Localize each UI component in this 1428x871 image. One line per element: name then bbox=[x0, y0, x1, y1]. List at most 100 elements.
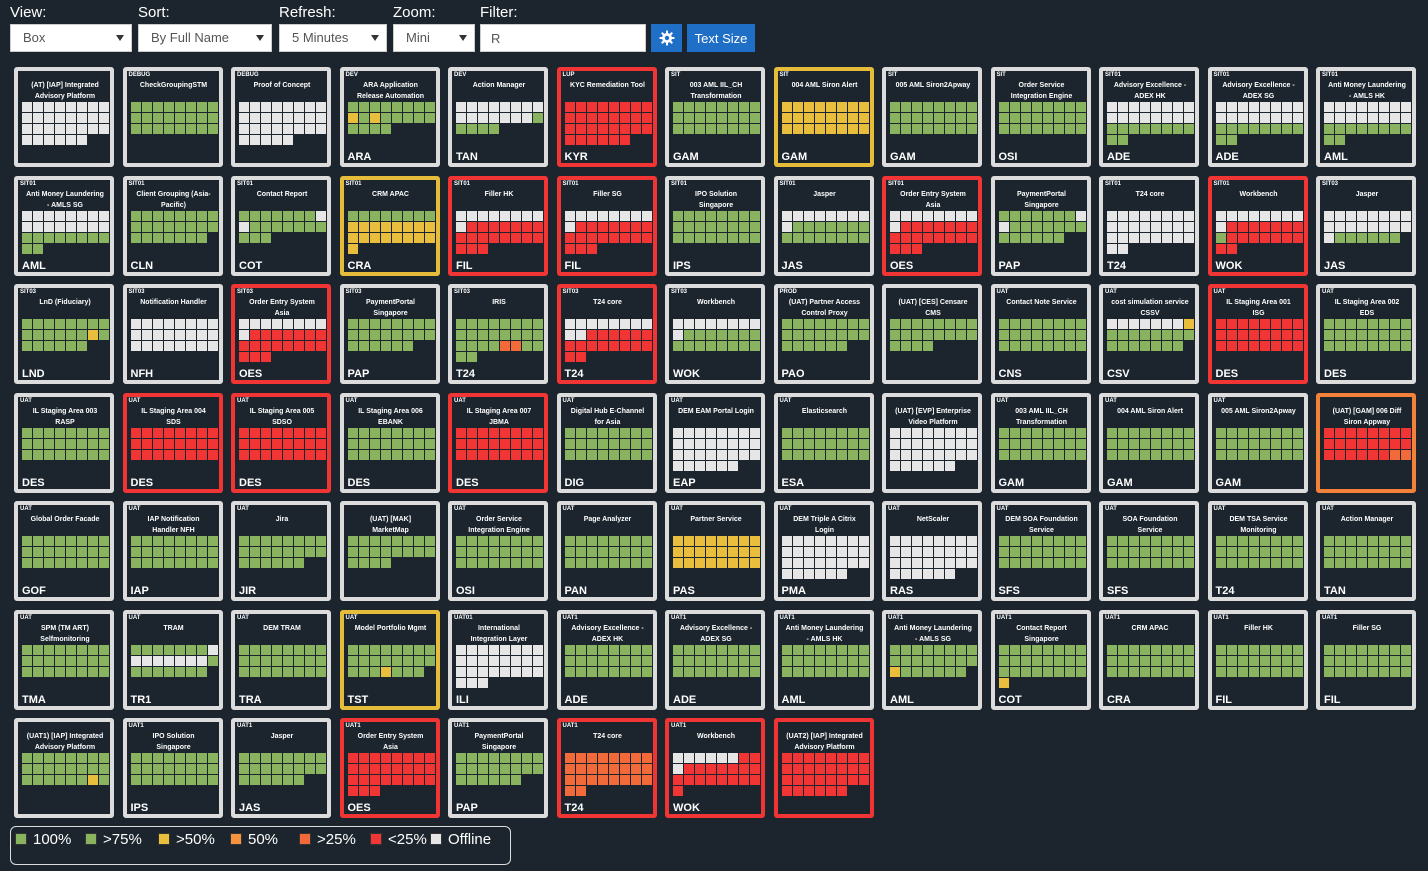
status-cell[interactable] bbox=[163, 113, 174, 123]
status-cell[interactable] bbox=[467, 764, 477, 774]
status-cell[interactable] bbox=[608, 644, 619, 655]
status-cell[interactable] bbox=[174, 547, 185, 557]
status-cell[interactable] bbox=[88, 764, 98, 774]
status-cell[interactable] bbox=[967, 558, 977, 568]
status-cell[interactable] bbox=[77, 753, 87, 763]
status-cell[interactable] bbox=[380, 319, 391, 329]
status-cell[interactable] bbox=[283, 221, 293, 232]
status-cell[interactable] bbox=[1053, 319, 1064, 329]
status-cell[interactable] bbox=[294, 666, 304, 677]
status-cell[interactable] bbox=[358, 666, 369, 677]
status-cell[interactable] bbox=[695, 427, 705, 438]
status-cell[interactable] bbox=[608, 330, 619, 340]
status-cell[interactable] bbox=[998, 677, 1009, 688]
status-cell[interactable] bbox=[402, 775, 413, 785]
status-cell[interactable] bbox=[1259, 655, 1270, 666]
status-cell[interactable] bbox=[207, 558, 218, 568]
status-cell[interactable] bbox=[1357, 210, 1367, 221]
status-cell[interactable] bbox=[619, 102, 630, 112]
status-cell[interactable] bbox=[272, 341, 282, 351]
status-cell[interactable] bbox=[858, 427, 869, 438]
status-cell[interactable] bbox=[99, 438, 109, 449]
status-cell[interactable] bbox=[55, 558, 65, 568]
status-cell[interactable] bbox=[1292, 113, 1303, 123]
status-cell[interactable] bbox=[522, 753, 532, 763]
status-cell[interactable] bbox=[717, 319, 727, 329]
status-cell[interactable] bbox=[1151, 547, 1161, 557]
status-cell[interactable] bbox=[196, 438, 207, 449]
status-cell[interactable] bbox=[22, 124, 32, 134]
status-cell[interactable] bbox=[608, 341, 619, 351]
status-cell[interactable] bbox=[781, 113, 792, 123]
status-cell[interactable] bbox=[358, 232, 369, 243]
status-cell[interactable] bbox=[316, 102, 326, 112]
status-cell[interactable] bbox=[185, 775, 196, 785]
status-cell[interactable] bbox=[814, 102, 825, 112]
status-cell[interactable] bbox=[88, 666, 98, 677]
service-tile[interactable]: SIT01 Jasper JAS bbox=[773, 175, 874, 276]
status-cell[interactable] bbox=[55, 210, 65, 221]
status-cell[interactable] bbox=[369, 232, 380, 243]
status-cell[interactable] bbox=[88, 438, 98, 449]
service-tile[interactable]: UAT DEM TSA Service Monitoring T24 bbox=[1207, 501, 1308, 601]
status-cell[interactable] bbox=[1064, 221, 1075, 232]
status-cell[interactable] bbox=[923, 113, 933, 123]
status-cell[interactable] bbox=[781, 341, 792, 351]
status-cell[interactable] bbox=[630, 427, 641, 438]
status-cell[interactable] bbox=[619, 449, 630, 460]
status-cell[interactable] bbox=[967, 427, 977, 438]
status-cell[interactable] bbox=[22, 319, 32, 329]
status-cell[interactable] bbox=[500, 536, 510, 546]
status-cell[interactable] bbox=[998, 232, 1009, 243]
status-cell[interactable] bbox=[739, 319, 749, 329]
status-cell[interactable] bbox=[33, 449, 43, 460]
status-cell[interactable] bbox=[77, 449, 87, 460]
status-cell[interactable] bbox=[99, 775, 109, 785]
status-cell[interactable] bbox=[456, 102, 466, 112]
status-cell[interactable] bbox=[489, 221, 499, 232]
status-cell[interactable] bbox=[1184, 210, 1194, 221]
status-cell[interactable] bbox=[1346, 558, 1356, 568]
status-cell[interactable] bbox=[945, 460, 955, 471]
status-cell[interactable] bbox=[912, 558, 922, 568]
status-cell[interactable] bbox=[424, 449, 435, 460]
status-cell[interactable] bbox=[739, 341, 749, 351]
status-cell[interactable] bbox=[858, 547, 869, 557]
status-cell[interactable] bbox=[750, 536, 760, 546]
status-cell[interactable] bbox=[1042, 341, 1053, 351]
status-cell[interactable] bbox=[739, 124, 749, 134]
service-tile[interactable]: UAT DEM TRAM TRA bbox=[231, 609, 331, 710]
status-cell[interactable] bbox=[923, 569, 933, 579]
status-cell[interactable] bbox=[1042, 666, 1053, 677]
status-cell[interactable] bbox=[1031, 210, 1042, 221]
status-cell[interactable] bbox=[1053, 547, 1064, 557]
status-cell[interactable] bbox=[77, 319, 87, 329]
status-cell[interactable] bbox=[586, 536, 597, 546]
status-cell[interactable] bbox=[1075, 221, 1086, 232]
status-cell[interactable] bbox=[890, 221, 900, 232]
status-cell[interactable] bbox=[1324, 666, 1334, 677]
status-cell[interactable] bbox=[489, 330, 499, 340]
status-cell[interactable] bbox=[858, 449, 869, 460]
status-cell[interactable] bbox=[391, 232, 402, 243]
status-cell[interactable] bbox=[1390, 330, 1400, 340]
status-cell[interactable] bbox=[1292, 666, 1303, 677]
status-cell[interactable] bbox=[261, 319, 271, 329]
status-cell[interactable] bbox=[44, 547, 54, 557]
status-cell[interactable] bbox=[575, 135, 586, 145]
status-cell[interactable] bbox=[1237, 644, 1248, 655]
status-cell[interactable] bbox=[511, 775, 521, 785]
status-cell[interactable] bbox=[522, 764, 532, 774]
status-cell[interactable] bbox=[250, 536, 260, 546]
status-cell[interactable] bbox=[1226, 558, 1237, 568]
status-cell[interactable] bbox=[511, 753, 521, 763]
status-cell[interactable] bbox=[1292, 547, 1303, 557]
status-cell[interactable] bbox=[1324, 558, 1334, 568]
status-cell[interactable] bbox=[533, 232, 543, 243]
status-cell[interactable] bbox=[141, 558, 152, 568]
status-cell[interactable] bbox=[1270, 427, 1281, 438]
status-cell[interactable] bbox=[1346, 102, 1356, 112]
status-cell[interactable] bbox=[1020, 102, 1031, 112]
status-cell[interactable] bbox=[250, 558, 260, 568]
status-cell[interactable] bbox=[239, 319, 249, 329]
